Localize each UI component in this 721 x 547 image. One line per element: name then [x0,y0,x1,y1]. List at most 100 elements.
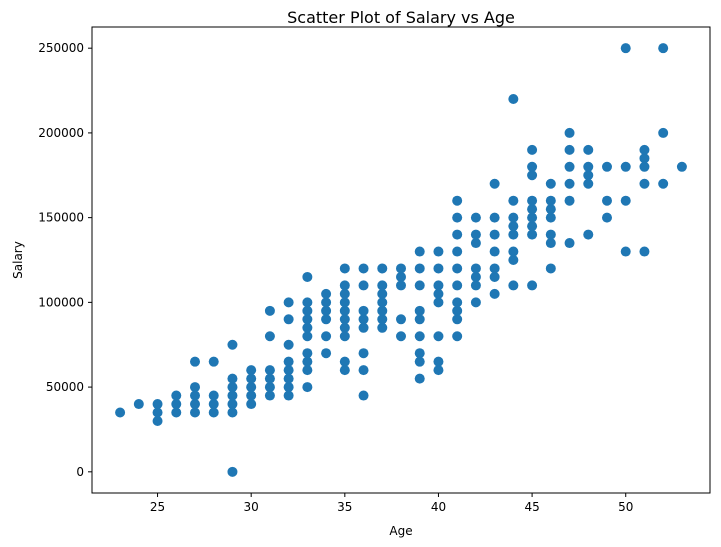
data-point [620,43,631,54]
data-point [527,221,538,232]
data-point [452,263,463,274]
data-point [377,322,388,333]
data-point [508,280,519,291]
x-tick-label: 30 [244,500,259,514]
x-axis-label: Age [389,524,412,538]
data-point [470,271,481,282]
data-point [339,331,350,342]
data-point [283,314,294,325]
data-point [321,297,332,308]
data-point [377,288,388,299]
data-point [676,161,687,172]
data-point [321,348,332,359]
data-point [321,288,332,299]
data-point [302,331,313,342]
x-tick-label: 35 [337,500,352,514]
data-point [227,390,238,401]
data-point [208,390,219,401]
y-tick-label: 150000 [38,211,84,225]
data-point [489,246,500,257]
data-point [264,305,275,316]
data-point [358,305,369,316]
data-point [489,178,500,189]
data-point [190,407,200,418]
data-point [227,382,238,393]
data-point [302,382,313,393]
data-point [452,297,463,308]
data-point [358,348,369,359]
data-point [264,331,275,342]
data-point [620,246,631,257]
data-point [302,356,313,367]
data-point [470,212,481,223]
data-point [227,339,238,350]
data-point [246,373,257,384]
data-point [452,212,463,223]
data-point [470,229,481,240]
data-point [545,195,556,206]
data-point [302,348,313,359]
data-point [527,144,538,155]
data-point [377,305,388,316]
data-point [190,390,200,401]
data-point [171,399,182,410]
data-point [583,170,594,181]
data-point [358,263,369,274]
data-point [489,212,500,223]
data-point [208,399,219,410]
data-point [545,229,556,240]
data-point [620,161,631,172]
x-tick-label: 50 [618,500,633,514]
data-point [545,204,556,215]
data-point [527,161,538,172]
data-point [302,365,313,376]
data-point [264,373,275,384]
data-point [133,399,144,410]
y-axis-label: Salary [11,241,25,279]
plot-area-frame [91,26,711,494]
data-point [246,382,257,393]
data-point [489,229,500,240]
data-point [527,229,538,240]
data-point [227,399,238,410]
data-point [620,195,631,206]
data-point [414,305,425,316]
data-point [227,407,238,418]
data-point [358,280,369,291]
data-point [414,314,425,325]
data-point [302,271,313,282]
data-point [171,407,182,418]
data-point [452,331,463,342]
data-point [508,195,519,206]
y-tick-label: 250000 [38,41,84,55]
data-point [227,373,238,384]
data-point [470,280,481,291]
data-point [452,314,463,325]
data-point [246,390,257,401]
data-point [190,399,200,410]
data-point [639,246,650,257]
data-point [339,263,350,274]
data-point [658,43,669,54]
data-point [283,373,294,384]
data-point [658,178,669,189]
data-point [377,314,388,325]
data-point [396,331,406,342]
data-point [321,314,332,325]
data-point [358,322,369,333]
data-point [190,382,200,393]
data-point [433,331,444,342]
data-point [658,127,669,138]
data-point [152,399,163,410]
data-point [227,466,238,477]
data-point [208,356,219,367]
data-point [396,280,406,291]
data-point [396,271,406,282]
data-point [508,246,519,257]
data-point [339,365,350,376]
data-point [414,356,425,367]
x-tick-label: 25 [150,500,165,514]
data-point [639,144,650,155]
data-point [564,178,575,189]
x-axis-ticks: 25 30 35 40 45 50 [150,493,633,514]
